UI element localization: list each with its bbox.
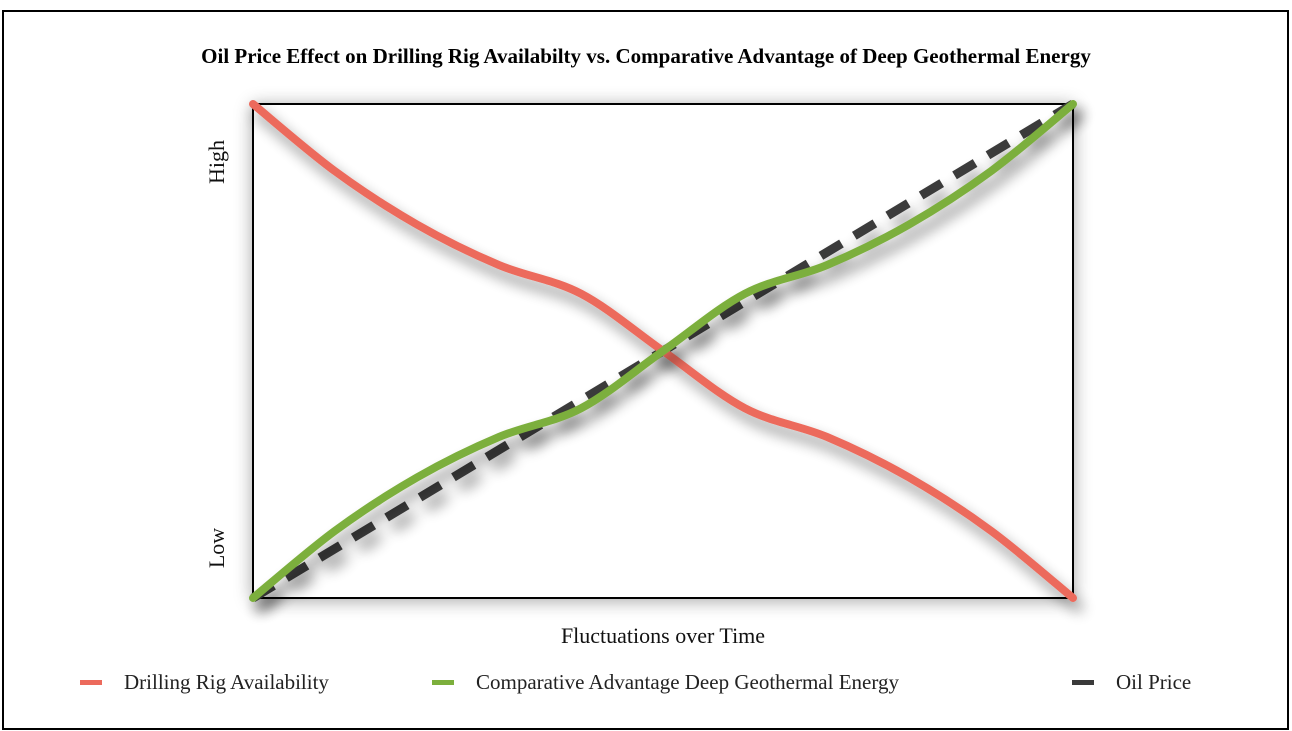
legend: Drilling Rig Availability Comparative Ad… [0,670,1292,700]
legend-item-drilling-rig-availability: Drilling Rig Availability [80,670,329,695]
legend-item-comparative-advantage: Comparative Advantage Deep Geothermal En… [432,670,899,695]
series-layer [249,100,1077,602]
y-tick-label-high: High [204,140,229,184]
series-line-comparative-advantage-deep-geothermal-energy [249,100,1077,602]
x-axis-label: Fluctuations over Time [561,623,765,648]
legend-label-comparative-advantage: Comparative Advantage Deep Geothermal En… [476,670,899,694]
legend-label-drilling-rig-availability: Drilling Rig Availability [124,670,329,694]
y-tick-label-low: Low [204,528,229,568]
legend-swatch-drilling-rig-availability [80,680,102,685]
legend-swatch-oil-price [1072,680,1094,685]
legend-item-oil-price: Oil Price [1072,670,1191,695]
legend-label-oil-price: Oil Price [1116,670,1192,694]
legend-swatch-comparative-advantage [432,680,454,685]
chart-title: Oil Price Effect on Drilling Rig Availab… [201,44,1091,68]
